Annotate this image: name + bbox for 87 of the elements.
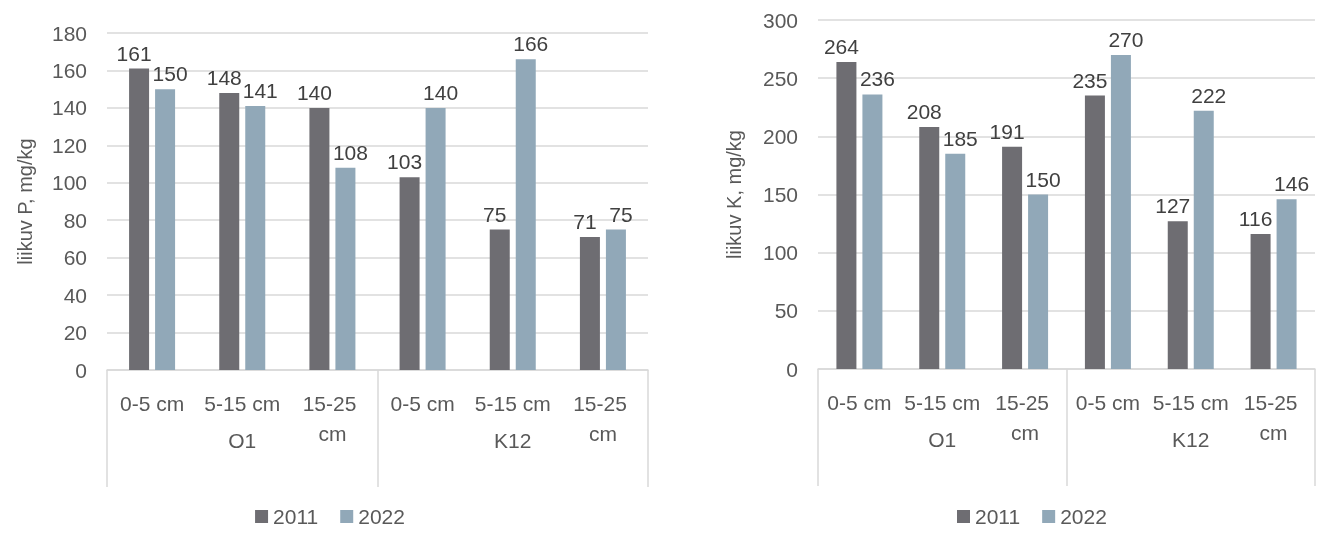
data-label: 127 — [1155, 194, 1191, 218]
data-label: 140 — [296, 80, 332, 104]
bar — [155, 89, 176, 370]
bar — [1028, 194, 1049, 369]
text: K12 — [1172, 428, 1210, 451]
x-tick-label: 0-5 cm — [827, 390, 892, 414]
bar — [1084, 95, 1105, 369]
bar — [1167, 221, 1188, 369]
bar — [862, 94, 883, 369]
data-label: 75 — [609, 202, 633, 226]
y-tick-label: 0 — [786, 357, 798, 381]
x-tick-label: 5-15 cm — [204, 391, 281, 415]
bar — [425, 107, 446, 370]
x-tick-label: 0-5 cm — [119, 391, 185, 415]
data-label: 150 — [1025, 167, 1061, 191]
bar — [919, 127, 940, 369]
data-label: 141 — [242, 79, 278, 103]
x-tick-label: 15-25 cm — [1243, 390, 1304, 444]
legend-label: 2022 — [358, 505, 405, 528]
legend-label: 2022 — [1060, 505, 1107, 528]
bar — [1250, 234, 1271, 369]
y-tick-label: 60 — [63, 246, 87, 270]
data-label: 208 — [906, 100, 942, 124]
y-tick-label: 250 — [762, 66, 798, 90]
x-tick-label: 15-25 cm — [573, 391, 633, 445]
bar — [309, 107, 330, 370]
data-label: 236 — [859, 67, 895, 91]
y-tick-label: 80 — [63, 208, 87, 232]
x-tick-label: 5-15 cm — [474, 391, 551, 415]
y-tick-label: 0 — [75, 358, 87, 382]
bar — [945, 153, 966, 369]
legend-label: 2011 — [273, 505, 319, 528]
bar — [245, 106, 266, 370]
data-label: 148 — [206, 65, 242, 89]
data-label: 150 — [152, 62, 188, 86]
bar — [1002, 146, 1023, 369]
bar — [605, 229, 626, 370]
data-label: 235 — [1072, 68, 1108, 92]
data-label: 270 — [1108, 27, 1144, 51]
data-label: 108 — [332, 140, 368, 164]
bar — [1110, 54, 1131, 369]
data-label: 103 — [387, 150, 423, 174]
data-label: 185 — [942, 126, 978, 150]
data-label: 166 — [513, 32, 549, 56]
bar — [219, 92, 240, 370]
bar — [129, 68, 150, 370]
x-tick-label: 5-15 cm — [1152, 390, 1229, 414]
bar — [489, 229, 510, 370]
data-label: 264 — [823, 34, 860, 58]
bar — [836, 61, 857, 369]
x-tick-label: 5-15 cm — [904, 390, 981, 414]
y-axis-title: liikuv P, mg/kg — [14, 138, 36, 265]
y-tick-label: 300 — [762, 8, 798, 32]
y-tick-label: 180 — [51, 21, 87, 45]
y-tick-label: 20 — [63, 321, 87, 345]
data-label: 140 — [423, 80, 459, 104]
x-tick-label: 15-25 cm — [995, 390, 1055, 444]
data-label: 191 — [989, 119, 1025, 143]
legend-label: 2011 — [975, 505, 1021, 528]
x-tick-label: 15-25 cm — [302, 391, 363, 445]
data-label: 146 — [1274, 172, 1310, 196]
y-tick-label: 50 — [774, 299, 798, 323]
x-tick-label: 0-5 cm — [390, 391, 455, 415]
y-tick-label: 200 — [762, 124, 798, 148]
bar — [579, 237, 600, 370]
bar — [335, 167, 356, 370]
y-tick-label: 100 — [51, 171, 87, 195]
bar — [1193, 110, 1214, 369]
text: O1 — [928, 428, 957, 451]
y-axis-title: liikuv K, mg/kg — [723, 130, 745, 259]
y-tick-label: 40 — [63, 283, 87, 307]
data-label: 71 — [573, 210, 597, 234]
data-label: 75 — [483, 202, 507, 226]
y-tick-label: 100 — [762, 241, 798, 265]
data-label: 222 — [1191, 83, 1227, 107]
x-tick-label: 0-5 cm — [1075, 390, 1141, 414]
bar — [1276, 199, 1297, 369]
bar — [515, 59, 536, 370]
y-tick-label: 150 — [762, 183, 798, 206]
data-label: 161 — [116, 41, 152, 65]
data-label: 116 — [1238, 207, 1273, 231]
bar — [399, 177, 420, 370]
text: K12 — [494, 429, 532, 452]
text: O1 — [228, 429, 257, 452]
y-tick-label: 140 — [51, 96, 87, 120]
y-tick-label: 160 — [51, 58, 87, 82]
y-tick-label: 120 — [51, 133, 87, 157]
